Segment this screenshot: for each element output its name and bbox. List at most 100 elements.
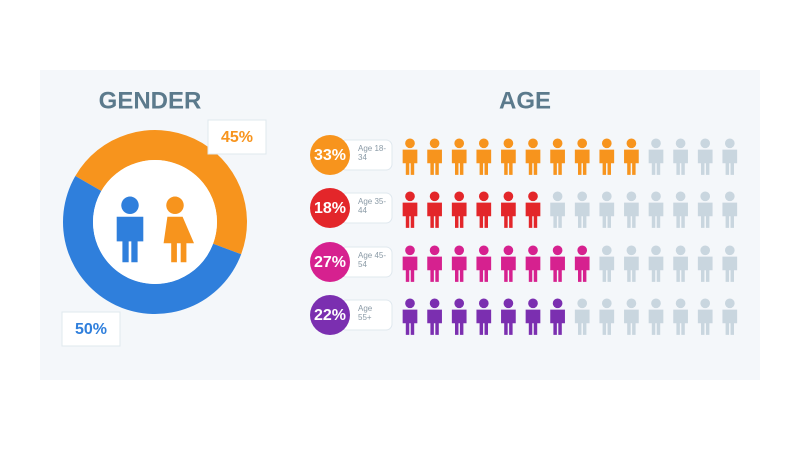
age-label: Age 55+ <box>358 304 373 322</box>
body <box>599 309 615 335</box>
person-icon-empty <box>574 191 590 228</box>
body <box>451 309 467 335</box>
value-label-box <box>207 119 267 155</box>
percent-badge <box>310 188 350 228</box>
head <box>675 191 686 202</box>
person-icon-filled <box>550 245 565 282</box>
age-label: Age 45-54 <box>358 251 387 269</box>
head <box>700 191 711 202</box>
head <box>626 298 637 309</box>
head <box>577 191 588 202</box>
head <box>700 138 711 149</box>
age-label-wrap: Age 35-44 <box>358 197 387 215</box>
body <box>427 149 442 175</box>
person-icon-empty <box>697 298 713 335</box>
body <box>550 309 565 335</box>
head <box>166 196 184 215</box>
person-icon-filled <box>451 298 467 335</box>
head <box>478 191 489 202</box>
body <box>427 309 442 335</box>
head <box>429 245 440 256</box>
age-label-wrap: Age 45-54 <box>358 251 387 269</box>
person-icon-filled <box>451 138 467 175</box>
person-icon-empty <box>648 245 664 282</box>
body <box>648 149 664 175</box>
female-icon <box>163 196 194 263</box>
body <box>599 202 615 228</box>
body <box>673 309 688 335</box>
body <box>722 309 738 335</box>
person-icon-filled <box>476 138 492 175</box>
head <box>577 245 588 256</box>
body <box>722 149 738 175</box>
body <box>476 309 492 335</box>
body <box>697 202 713 228</box>
percent-badge <box>310 242 350 282</box>
body <box>574 256 590 282</box>
head <box>626 245 637 256</box>
head <box>528 138 538 149</box>
person-icon-empty <box>648 298 664 335</box>
body <box>550 202 565 228</box>
person-icon-filled <box>525 138 541 175</box>
body <box>427 202 442 228</box>
head <box>651 245 661 256</box>
person-icon-empty <box>599 245 615 282</box>
person-icon-filled <box>501 298 516 335</box>
head <box>454 191 465 202</box>
head <box>577 298 588 309</box>
body <box>673 149 688 175</box>
head <box>121 196 139 215</box>
person-icon-filled <box>599 138 615 175</box>
percent-label: 22% <box>314 307 346 324</box>
body <box>525 256 541 282</box>
person-icon-empty <box>697 138 713 175</box>
value-label-box <box>61 311 121 347</box>
person-icon-filled <box>550 138 565 175</box>
person-icon-filled <box>451 245 467 282</box>
body <box>451 202 467 228</box>
age-label: Age 18-34 <box>358 144 387 162</box>
head <box>675 138 686 149</box>
person-icon-filled <box>476 298 492 335</box>
head <box>601 298 612 309</box>
body <box>525 309 541 335</box>
person-icon-filled <box>574 245 590 282</box>
body <box>673 202 688 228</box>
head <box>601 138 612 149</box>
body <box>476 256 492 282</box>
person-icon-filled <box>550 298 565 335</box>
body <box>550 256 565 282</box>
body <box>525 202 541 228</box>
age-label: Age 35-44 <box>358 197 387 215</box>
person-icon-empty <box>673 245 688 282</box>
person-icon-empty <box>722 138 738 175</box>
head <box>601 191 612 202</box>
head <box>429 138 440 149</box>
head <box>405 138 415 149</box>
person-icon-filled <box>525 245 541 282</box>
body <box>574 149 590 175</box>
head <box>651 298 661 309</box>
head <box>651 138 661 149</box>
head <box>675 298 686 309</box>
person-icon-empty <box>697 245 713 282</box>
person-icon-filled <box>574 138 590 175</box>
head <box>528 191 538 202</box>
body <box>402 202 418 228</box>
head <box>528 245 538 256</box>
male-icon <box>116 196 144 263</box>
person-icon-empty <box>599 298 615 335</box>
body <box>648 256 664 282</box>
head <box>405 245 415 256</box>
head <box>700 245 711 256</box>
person-icon-filled <box>402 245 418 282</box>
person-icon-empty <box>599 191 615 228</box>
head <box>724 298 735 309</box>
age-label-wrap: Age 55+ <box>358 304 373 322</box>
body <box>116 216 144 263</box>
value-label: 45% <box>221 129 253 146</box>
body <box>697 256 713 282</box>
body <box>476 149 492 175</box>
